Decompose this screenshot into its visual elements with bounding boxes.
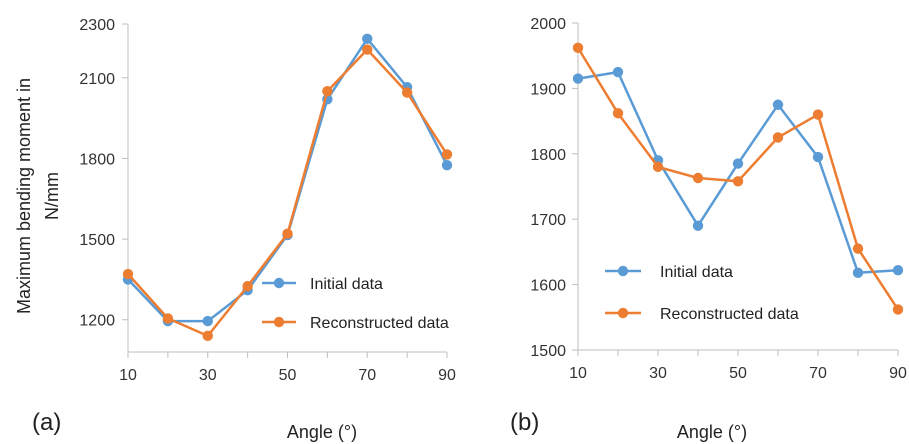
data-point-initial [441, 159, 453, 171]
x-tick-label: 50 [279, 367, 297, 384]
y-tick-label: 1900 [530, 81, 566, 98]
data-point-reconstructed [852, 243, 864, 254]
y-axis-title-line1: Maximum bending moment in [14, 78, 34, 314]
legend-entry: Initial data [660, 264, 733, 281]
y-tick-label: 2000 [530, 16, 566, 33]
data-point-initial [892, 265, 904, 276]
x-axis-title-a: Angle (°) [287, 422, 357, 442]
y-tick-label: 1500 [79, 232, 115, 249]
x-axis-title-b: Angle (°) [677, 422, 747, 442]
data-point-reconstructed [812, 109, 824, 120]
x-tick-label: 90 [438, 367, 456, 384]
data-point-initial [362, 33, 373, 44]
data-point-initial [692, 220, 704, 231]
legend-entry: Reconstructed data [310, 315, 449, 332]
x-tick-label: 70 [809, 365, 827, 382]
data-point-reconstructed [692, 172, 704, 184]
series-line-reconstructed [127, 48, 449, 338]
data-point-reconstructed [732, 176, 744, 187]
y-tick-label: 1700 [530, 212, 566, 229]
data-point-initial [612, 66, 624, 78]
series-line-initial [127, 37, 449, 323]
data-point-initial [812, 151, 824, 163]
x-tick-label: 30 [199, 367, 217, 384]
data-point-initial [572, 73, 584, 84]
data-point-reconstructed [122, 268, 134, 280]
x-tick-label: 90 [889, 365, 907, 382]
data-point-reconstructed [322, 86, 333, 97]
y-tick-label: 1800 [530, 147, 566, 164]
x-tick-label: 70 [358, 367, 376, 384]
data-point-reconstructed [401, 87, 413, 98]
y-tick-label: 1600 [530, 278, 566, 295]
legend-marker [617, 265, 629, 277]
legend: Initial data Reconstructed data [605, 264, 799, 323]
legend-marker [273, 316, 285, 328]
data-point-initial [772, 99, 784, 110]
y-tick-label: 2300 [79, 17, 115, 34]
legend: Initial data Reconstructed data [262, 276, 449, 332]
data-point-initial [852, 267, 864, 279]
data-point-reconstructed [242, 280, 253, 292]
data-point-reconstructed [652, 161, 664, 173]
legend-marker [273, 277, 285, 289]
x-tick-label: 10 [569, 365, 587, 382]
y-axis-title-line2: N/mm [42, 172, 62, 220]
panel-label-a: (a) [32, 409, 61, 436]
x-tick-label: 30 [649, 365, 667, 382]
data-point-reconstructed [892, 304, 904, 315]
data-point-reconstructed [772, 132, 784, 143]
data-point-initial [202, 315, 213, 327]
x-tick-label: 50 [729, 365, 747, 382]
data-point-reconstructed [572, 42, 584, 54]
data-point-reconstructed [202, 330, 213, 342]
data-point-reconstructed [612, 108, 624, 119]
x-tick-label: 10 [119, 367, 137, 384]
chart-panel-b: 1500 1600 1700 1800 1900 2000 10 30 50 70 90 Initia… [530, 16, 907, 382]
chart-panel-a: 1200 1500 1800 2100 2300 10 30 50 70 90 Initial da… [79, 17, 456, 384]
data-point-reconstructed [362, 44, 373, 55]
data-point-reconstructed [282, 228, 293, 239]
y-tick-label: 1800 [79, 151, 115, 168]
legend-entry: Reconstructed data [660, 306, 799, 323]
data-point-reconstructed [162, 313, 174, 324]
y-tick-label: 1500 [530, 343, 566, 360]
legend-entry: Initial data [310, 276, 383, 293]
panel-label-b: (b) [510, 409, 539, 436]
legend-marker [617, 307, 629, 319]
y-tick-label: 1200 [79, 313, 115, 330]
y-tick-label: 2100 [79, 71, 115, 88]
series-line-initial [577, 70, 899, 275]
data-point-reconstructed [441, 149, 453, 160]
data-point-initial [732, 158, 744, 169]
